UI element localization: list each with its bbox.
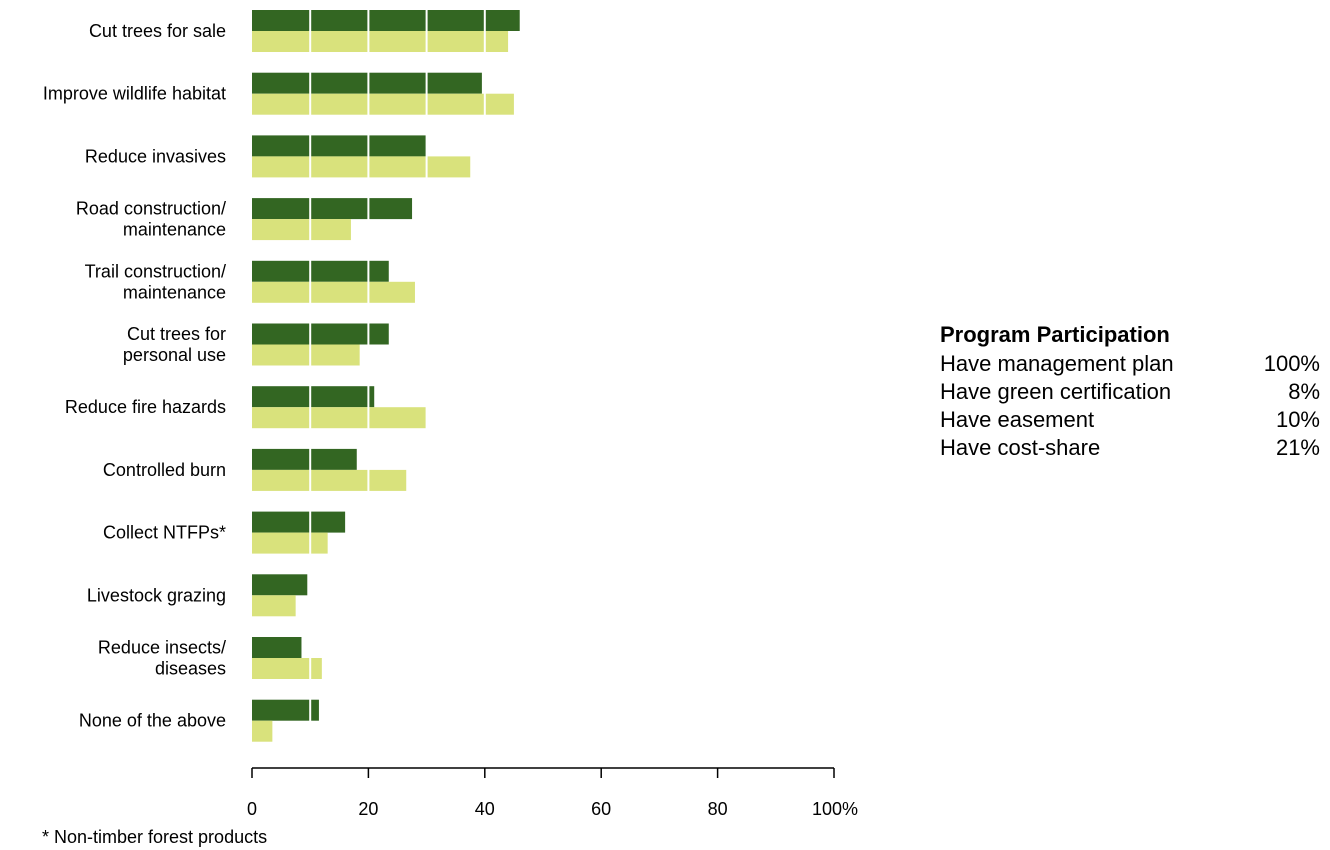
participation-row-cost-share: Have cost-share 21% xyxy=(940,434,1320,462)
bar-dark-10 xyxy=(252,637,302,658)
bar-light-0 xyxy=(252,31,509,52)
bar-light-2 xyxy=(252,156,471,178)
bar-light-5 xyxy=(252,344,360,366)
x-tick-label-2: 40 xyxy=(475,799,495,819)
x-tick-label-4: 80 xyxy=(708,799,728,819)
x-tick-label-5: 100% xyxy=(812,799,858,819)
x-tick-label-3: 60 xyxy=(591,799,611,819)
category-label-10: Reduce insects/diseases xyxy=(98,638,226,679)
x-tick-label-0: 0 xyxy=(247,799,257,819)
participation-value: 21% xyxy=(1275,435,1320,460)
participation-value: 100% xyxy=(1263,351,1320,376)
bar-dark-4 xyxy=(252,260,389,282)
category-label-1: Improve wildlife habitat xyxy=(43,84,226,104)
category-label-11: None of the above xyxy=(79,711,226,731)
bar-light-11 xyxy=(252,720,273,742)
participation-label: Have easement xyxy=(940,407,1095,432)
participation-row-easement: Have easement 10% xyxy=(940,406,1320,434)
category-label-9: Livestock grazing xyxy=(87,585,226,605)
bar-light-4 xyxy=(252,281,415,303)
bar-dark-6 xyxy=(252,386,375,408)
category-label-3: Road construction/maintenance xyxy=(76,199,226,240)
category-label-4: Trail construction/maintenance xyxy=(85,261,226,302)
bar-dark-3 xyxy=(252,198,413,220)
footnote: * Non-timber forest products xyxy=(42,827,268,847)
bar-dark-9 xyxy=(252,574,308,596)
bar-dark-0 xyxy=(252,10,520,31)
x-tick-label-1: 20 xyxy=(358,799,378,819)
bar-dark-5 xyxy=(252,323,389,345)
participation-value: 8% xyxy=(1288,379,1320,404)
category-label-2: Reduce invasives xyxy=(85,146,226,166)
bar-light-3 xyxy=(252,219,351,241)
program-participation-title: Program Participation xyxy=(940,322,1170,347)
participation-label: Have management plan xyxy=(940,351,1174,376)
participation-value: 10% xyxy=(1275,407,1320,432)
program-participation-panel: Program Participation Have management pl… xyxy=(940,322,1320,462)
category-label-7: Controlled burn xyxy=(103,460,226,480)
participation-row-management-plan: Have management plan 100% xyxy=(940,350,1320,378)
bar-light-9 xyxy=(252,595,296,617)
bar-dark-11 xyxy=(252,699,319,721)
participation-label: Have green certification xyxy=(940,379,1172,404)
bar-light-10 xyxy=(252,658,322,679)
bar-dark-8 xyxy=(252,511,346,533)
category-label-8: Collect NTFPs* xyxy=(103,523,226,543)
participation-row-green-certification: Have green certification 8% xyxy=(940,378,1320,406)
category-label-0: Cut trees for sale xyxy=(89,21,226,41)
bar-light-8 xyxy=(252,532,328,554)
bar-dark-1 xyxy=(252,72,482,94)
category-label-6: Reduce fire hazards xyxy=(65,397,226,417)
bar-dark-7 xyxy=(252,448,357,470)
category-label-5: Cut trees for personal use xyxy=(123,324,226,365)
participation-label: Have cost-share xyxy=(940,435,1101,460)
bar-light-6 xyxy=(252,407,427,429)
activities-bar-chart: Cut trees for sale Improve wildlife habit… xyxy=(43,8,858,819)
bar-light-1 xyxy=(252,93,514,115)
bar-dark-2 xyxy=(252,135,427,157)
bar-light-7 xyxy=(252,469,407,491)
